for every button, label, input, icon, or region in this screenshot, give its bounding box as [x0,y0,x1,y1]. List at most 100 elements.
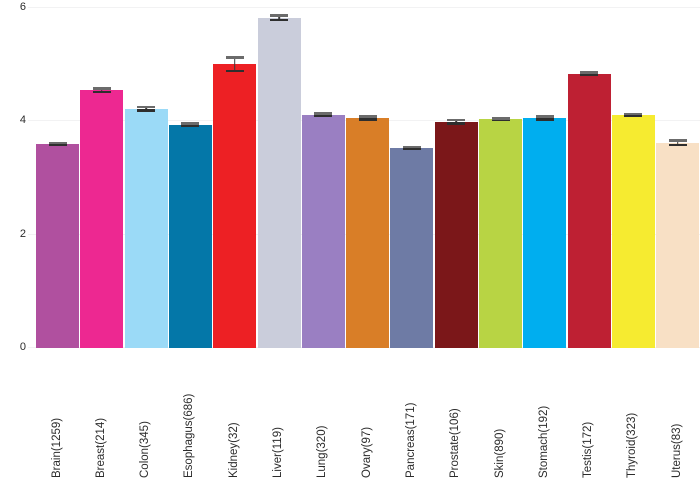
x-tick-label-text: Lung(320) [316,425,329,478]
x-tick-label: Skin(890) [479,352,522,478]
error-bar [491,117,510,121]
x-tick-label-text: Colon(345) [139,421,152,478]
error-bar [535,115,554,121]
x-tick-label-text: Prostate(106) [449,408,462,478]
error-bar [181,122,200,127]
bar[interactable] [346,117,390,348]
error-bar-cap-upper [491,117,510,120]
error-bar [314,112,333,117]
bar[interactable] [390,147,434,348]
bar[interactable] [80,90,124,348]
bar[interactable] [168,124,212,348]
x-tick-label: Thyroid(323) [612,352,655,478]
x-tick-label-text: Skin(890) [493,428,506,478]
error-bar-cap-lower [225,69,244,73]
x-tick-label-text: Testis(172) [582,421,595,478]
error-bar-cap-lower [358,118,377,121]
bar[interactable] [523,117,567,348]
error-bars-layer [28,8,700,348]
error-bar-cap-upper [358,115,377,118]
error-bar-cap-upper [225,56,244,59]
x-tick-label-text: Stomach(192) [537,405,550,478]
error-bar-cap-lower [92,90,111,93]
x-tick-label-text: Ovary(97) [360,426,373,478]
y-tick-label: 4 [19,114,26,127]
x-tick-label: Lung(320) [302,352,345,478]
bar[interactable] [36,144,79,348]
x-tick-label: Esophagus(686) [169,352,212,478]
x-tick-label: Uterus(83) [656,352,699,478]
error-bar [270,14,288,22]
bar[interactable] [611,115,655,348]
x-tick-label: Testis(172) [568,352,611,478]
error-bar-stem [278,14,280,22]
error-bar-stem [366,115,369,121]
x-tick-label-text: Thyroid(323) [626,412,639,478]
x-tick-label: Liver(119) [258,352,301,478]
error-bar-cap-upper [402,145,421,149]
y-tick-label: 6 [19,1,26,13]
error-bar-stem [145,106,147,112]
x-tick-label: Prostate(106) [435,352,478,478]
error-bar-cap-upper [624,112,643,116]
bar[interactable] [257,17,301,348]
error-bar-cap-lower [314,114,333,117]
error-bar-cap-lower [580,73,599,76]
error-bar [447,119,466,125]
x-tick-label: Brain(1259) [36,352,79,478]
error-bar [92,87,111,93]
error-bar-cap-upper [535,115,554,118]
bar[interactable] [434,121,478,348]
error-bar-cap-lower [137,109,156,112]
x-tick-label-text: Kidney(32) [227,422,240,478]
error-bar-cap-lower [402,147,421,151]
x-tick-label: Stomach(192) [523,352,566,478]
error-bar-cap-lower [624,114,643,118]
x-tick-label: Ovary(97) [346,352,389,478]
x-tick-label: Breast(214) [80,352,123,478]
error-bar [624,112,643,118]
x-tick-label-text: Breast(214) [94,417,107,478]
error-bar [225,56,244,73]
error-bar-cap-lower [48,143,67,147]
x-axis-labels: Brain(1259) Breast(214) Colon(345) Esophagu… [28,352,700,480]
gridline [28,7,700,8]
error-bar-cap-upper [92,87,111,90]
error-bar-cap-upper [314,112,333,115]
error-bar-cap-upper [137,106,156,109]
y-tick-label: 2 [19,227,26,240]
bar[interactable] [213,64,257,348]
y-tick-label: 0 [19,341,26,353]
x-tick-label-text: Brain(1259) [50,417,63,478]
error-bar [358,115,377,121]
error-bar-stem [233,56,236,73]
error-bar-cap-upper [668,139,687,142]
x-tick-label-text: Esophagus(686) [183,393,196,478]
error-bar [668,139,687,147]
error-bar-cap-upper [447,119,466,122]
x-tick-label: Kidney(32) [213,352,256,478]
error-bar [48,141,67,147]
error-bar-stem [544,115,546,121]
error-bar-cap-lower [270,18,288,22]
bars-layer [28,8,700,348]
error-bar [580,71,599,76]
bar[interactable] [479,119,522,348]
bar[interactable] [301,114,345,348]
bar[interactable] [567,73,611,348]
plot-area [28,7,700,348]
error-bar [137,106,156,112]
error-bar-cap-lower [668,143,687,147]
error-bar-cap-lower [447,122,466,125]
error-bar-cap-upper [181,122,200,125]
x-tick-label: Colon(345) [125,352,168,478]
error-bar-cap-upper [580,71,599,74]
x-tick-label-text: Pancreas(171) [404,402,417,478]
x-tick-label: Pancreas(171) [390,352,433,478]
error-bar [402,145,421,151]
error-bar-stem [455,119,457,125]
bar[interactable] [124,108,168,348]
error-bar-cap-upper [270,14,288,17]
bar[interactable] [656,142,700,348]
